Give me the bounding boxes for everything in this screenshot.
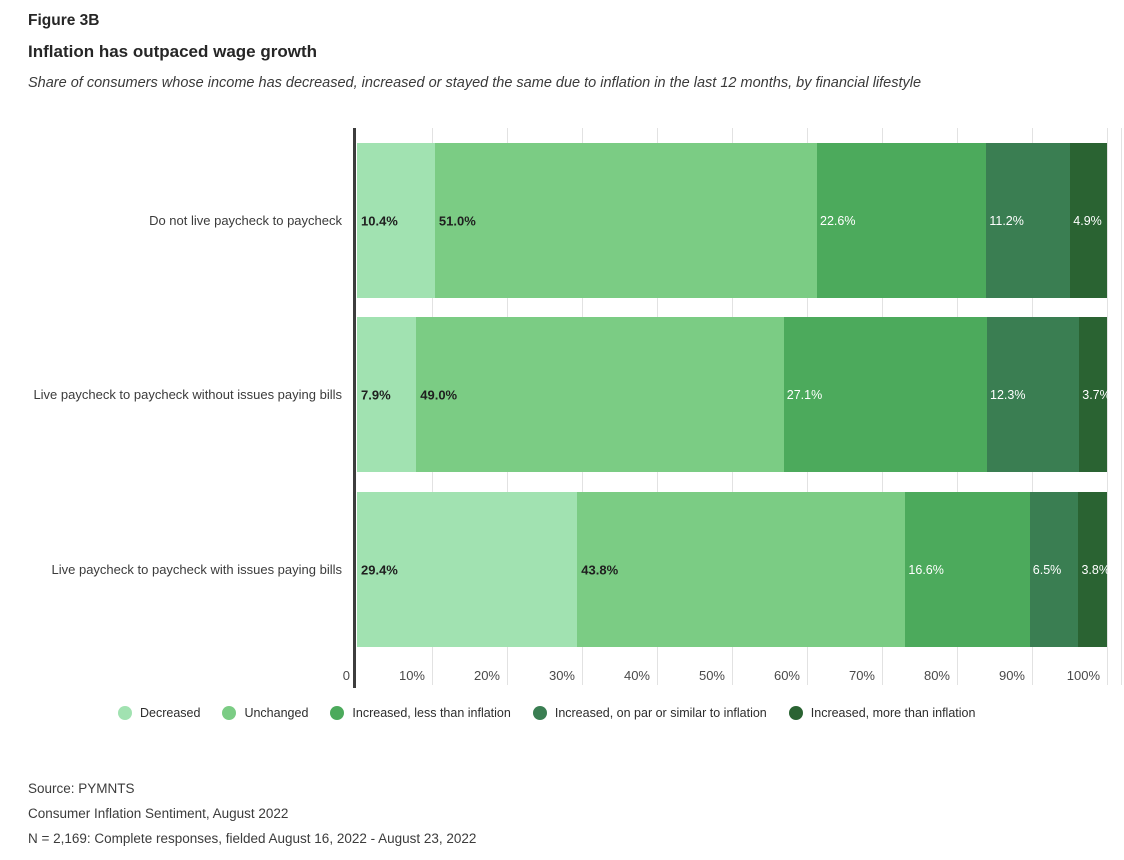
y-axis-line [353,128,356,688]
bar-segment: 3.7% [1079,317,1111,472]
chart: Do not live paycheck to paycheck 10.4% 51.… [0,128,1124,690]
bar-segment: 27.1% [783,317,987,472]
value-label: 4.9% [1073,213,1102,228]
figure-label: Figure 3B [28,12,100,29]
value-label: 43.8% [581,562,619,577]
legend-label: Increased, on par or similar to inflatio… [554,706,767,720]
value-label: 6.5% [1032,562,1062,577]
value-label: 11.2% [989,213,1024,228]
x-tick-label: 10% [398,668,425,683]
legend-swatch-icon [330,706,345,720]
x-tick-label: 50% [698,668,725,683]
bar-segment: 6.5% [1029,492,1079,647]
legend-swatch-icon [118,706,132,720]
x-tick-label: 40% [623,668,650,683]
value-label: 16.6% [908,562,944,577]
gridline-100 [1107,128,1108,685]
source-line-3: N = 2,169: Complete responses, fielded A… [28,831,477,846]
bar-row: 7.9% 49.0% 27.1% 12.3% 3.7% [357,317,1111,472]
legend-label: Increased, more than inflation [810,706,976,720]
x-tick-label: 70% [848,668,875,683]
value-label: 51.0% [438,213,476,228]
legend-item: Increased, on par or similar to inflatio… [532,706,767,720]
legend-swatch-icon [222,706,237,720]
x-tick-label: 30% [548,668,575,683]
bar-segment: 12.3% [987,317,1080,472]
bar-segment: 4.9% [1070,143,1107,298]
plot-right-border [1121,128,1122,685]
bar-segment: 49.0% [416,317,784,472]
source-line-1: Source: PYMNTS [28,781,135,796]
bar-segment: 29.4% [357,492,578,647]
x-tick-label: 60% [773,668,800,683]
value-label: 29.4% [361,562,398,577]
x-tick-label: 20% [473,668,500,683]
value-label: 7.9% [361,387,391,402]
x-tick-label: 0 [342,668,350,683]
figure-subtitle: Share of consumers whose income has decr… [28,75,922,91]
category-label: Do not live paycheck to paycheck [149,213,342,228]
bar-segment: 7.9% [357,317,417,472]
bar-segment: 3.8% [1078,492,1110,647]
legend-label: Increased, less than inflation [352,706,511,720]
legend-label: Unchanged [244,706,309,720]
legend-swatch-icon [532,706,547,720]
source-line-2: Consumer Inflation Sentiment, August 202… [28,806,289,821]
x-tick-label: 100% [1066,668,1100,683]
bar-segment: 51.0% [434,143,818,298]
value-label: 3.7% [1082,387,1111,402]
bar-row: 10.4% 51.0% 22.6% 11.2% 4.9% [357,143,1107,298]
legend: Decreased Unchanged Increased, less than i… [118,706,975,720]
legend-label: Decreased [140,706,201,720]
figure-title: Inflation has outpaced wage growth [28,42,318,61]
value-label: 49.0% [420,387,458,402]
legend-swatch-icon [788,706,803,720]
bar-segment: 11.2% [986,143,1071,298]
legend-item: Unchanged [222,706,308,720]
bar-row: 29.4% 43.8% 16.6% 6.5% 3.8% [357,492,1110,647]
category-label: Live paycheck to paycheck with issues pa… [51,562,342,577]
legend-item: Decreased [118,706,200,720]
category-label: Live paycheck to paycheck without issues… [33,387,342,402]
x-tick-label: 90% [998,668,1025,683]
value-label: 22.6% [820,213,856,228]
value-label: 10.4% [361,213,398,228]
legend-item: Increased, less than inflation [330,706,511,720]
legend-item: Increased, more than inflation [788,706,976,720]
source-notes: Source: PYMNTS Consumer Inflation Sentim… [28,776,476,851]
bar-segment: 22.6% [817,143,987,298]
bar-segment: 16.6% [905,492,1030,647]
value-label: 12.3% [990,387,1026,402]
bar-segment: 43.8% [577,492,906,647]
value-label: 27.1% [786,387,823,402]
x-tick-label: 80% [923,668,950,683]
value-label: 3.8% [1081,562,1110,577]
bar-segment: 10.4% [357,143,435,298]
